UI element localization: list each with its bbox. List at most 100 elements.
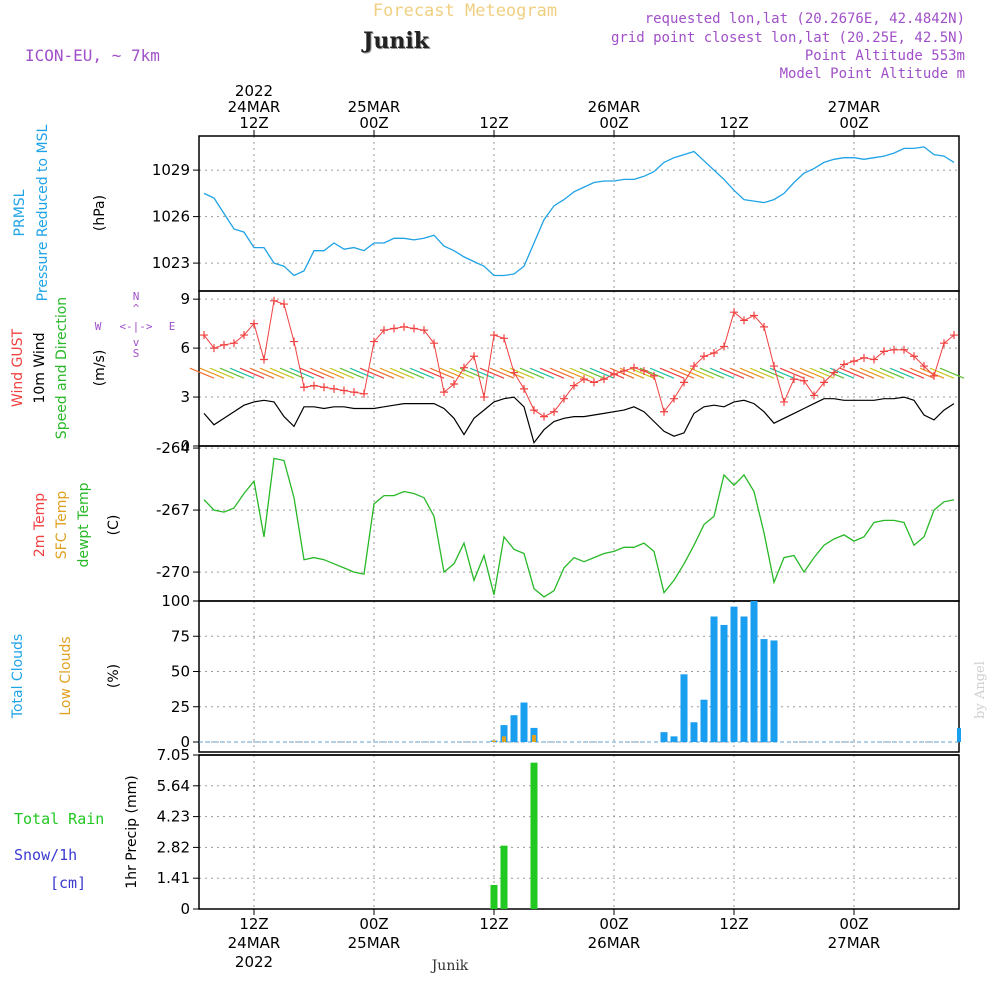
- compass-arrows: <-|->: [119, 320, 152, 333]
- wind-direction-arrow: [909, 367, 935, 379]
- precip-unit: 1hr Precip (mm): [124, 775, 140, 888]
- gust-point: [660, 407, 668, 416]
- rain-bar: [500, 845, 508, 909]
- wind-direction-arrow: [439, 367, 465, 379]
- gust-point: [730, 308, 738, 317]
- clouds-y-tick-label: 75: [171, 627, 190, 645]
- gust-point: [830, 368, 838, 377]
- gust-point: [310, 381, 318, 390]
- wind-direction-arrow: [819, 367, 845, 379]
- wind-series: [189, 296, 965, 445]
- wind-direction-arrow: [349, 367, 375, 379]
- compass-east: E: [169, 320, 176, 333]
- gust-point: [470, 352, 478, 361]
- wind-direction-arrow: [749, 367, 775, 379]
- gust-point: [890, 345, 898, 354]
- gust-point: [440, 388, 448, 397]
- wind-direction-arrow: [859, 367, 885, 379]
- gust-point: [840, 360, 848, 369]
- gust-point: [540, 412, 548, 421]
- gust-point: [480, 393, 488, 402]
- wind-direction-arrow: [449, 367, 475, 379]
- gust-point: [750, 311, 758, 320]
- gust-point: [800, 376, 808, 385]
- requested-coords: requested lon,lat (20.2676E, 42.4842N): [645, 11, 965, 27]
- gust-point: [380, 326, 388, 335]
- wind-direction-arrow: [369, 367, 395, 379]
- gust-point: [390, 324, 398, 333]
- top-time-label: 12Z: [479, 114, 508, 132]
- wind-direction-arrow: [579, 367, 605, 379]
- wind-unit: (m/s): [92, 350, 108, 387]
- precip-bars: [199, 762, 959, 910]
- gust-point: [410, 324, 418, 333]
- wind-direction-arrow: [279, 367, 305, 379]
- gust-point: [760, 322, 768, 331]
- bottom-time-label: 00Z: [839, 915, 868, 933]
- wind-direction-arrow: [519, 367, 545, 379]
- gust-point: [700, 352, 708, 361]
- wind-direction-arrow: [759, 367, 785, 379]
- wind-direction-arrow: [329, 367, 355, 379]
- gust-point: [690, 362, 698, 371]
- low-clouds-label: Low Clouds: [58, 636, 74, 715]
- total-cloud-bar: [500, 725, 508, 742]
- total-clouds-label: Total Clouds: [10, 634, 26, 719]
- clouds-y-tick-label: 0: [180, 733, 190, 751]
- gust-point: [780, 397, 788, 406]
- wind-direction-arrow: [499, 367, 525, 379]
- wind-direction-arrow: [259, 367, 285, 379]
- wind-direction-arrow: [649, 367, 675, 379]
- wind-direction-arrow: [849, 367, 875, 379]
- temp-panel: [198, 445, 960, 602]
- wind-direction-arrow: [779, 367, 805, 379]
- gust-point: [330, 384, 338, 393]
- low-cloud-bar: [502, 736, 506, 742]
- gust-point: [610, 370, 618, 379]
- gust-point: [430, 339, 438, 348]
- gust-point: [880, 347, 888, 356]
- wind-direction-arrow: [199, 367, 225, 379]
- top-time-label: 00Z: [359, 114, 388, 132]
- total-cloud-bar: [510, 715, 518, 742]
- gust-point: [360, 389, 368, 398]
- clouds-y-tick-label: 100: [161, 592, 190, 610]
- gust-point: [240, 331, 248, 340]
- temp-sfc-label: SFC Temp: [54, 491, 70, 560]
- temp-series: [203, 457, 955, 598]
- clouds-panel: [198, 600, 960, 753]
- pressure-label-1: PRMSL: [12, 189, 28, 236]
- wind-direction-arrow: [609, 367, 635, 379]
- wind-direction-arrow: [319, 367, 345, 379]
- pressure-series: [203, 146, 955, 277]
- total-cloud-bar: [710, 616, 718, 742]
- temp-2m-label: 2m Temp: [32, 493, 48, 557]
- wind-direction-arrow: [529, 367, 555, 379]
- wind-direction-arrow: [549, 367, 575, 379]
- location-name: Junik: [361, 28, 430, 54]
- gust-point: [580, 375, 588, 384]
- wind-direction-arrow: [799, 367, 825, 379]
- wind-direction-arrow: [899, 367, 925, 379]
- temp-y-tick-label: -264: [156, 439, 190, 457]
- dewpt-line: [203, 457, 955, 598]
- total-cloud-bar: [700, 699, 708, 742]
- pressure-panel: [198, 135, 960, 292]
- pressure-line: [203, 146, 955, 277]
- total-cloud-bar: [957, 727, 961, 742]
- total-cloud-bar: [760, 639, 768, 742]
- top-time-label: 25MAR: [348, 98, 401, 116]
- wind-direction-arrow: [489, 367, 515, 379]
- bottom-time-label: 12Z: [479, 915, 508, 933]
- gust-point: [530, 406, 538, 415]
- precip-y-tick-label: 7.05: [157, 746, 190, 764]
- wind-direction-arrow: [669, 367, 695, 379]
- snow-label: Snow/1h: [14, 846, 77, 864]
- low-cloud-bar: [492, 740, 496, 742]
- wind-direction-arrow: [429, 367, 455, 379]
- footer-location: Junik: [430, 958, 469, 974]
- gust-point: [920, 362, 928, 371]
- wind-direction-arrow: [389, 367, 415, 379]
